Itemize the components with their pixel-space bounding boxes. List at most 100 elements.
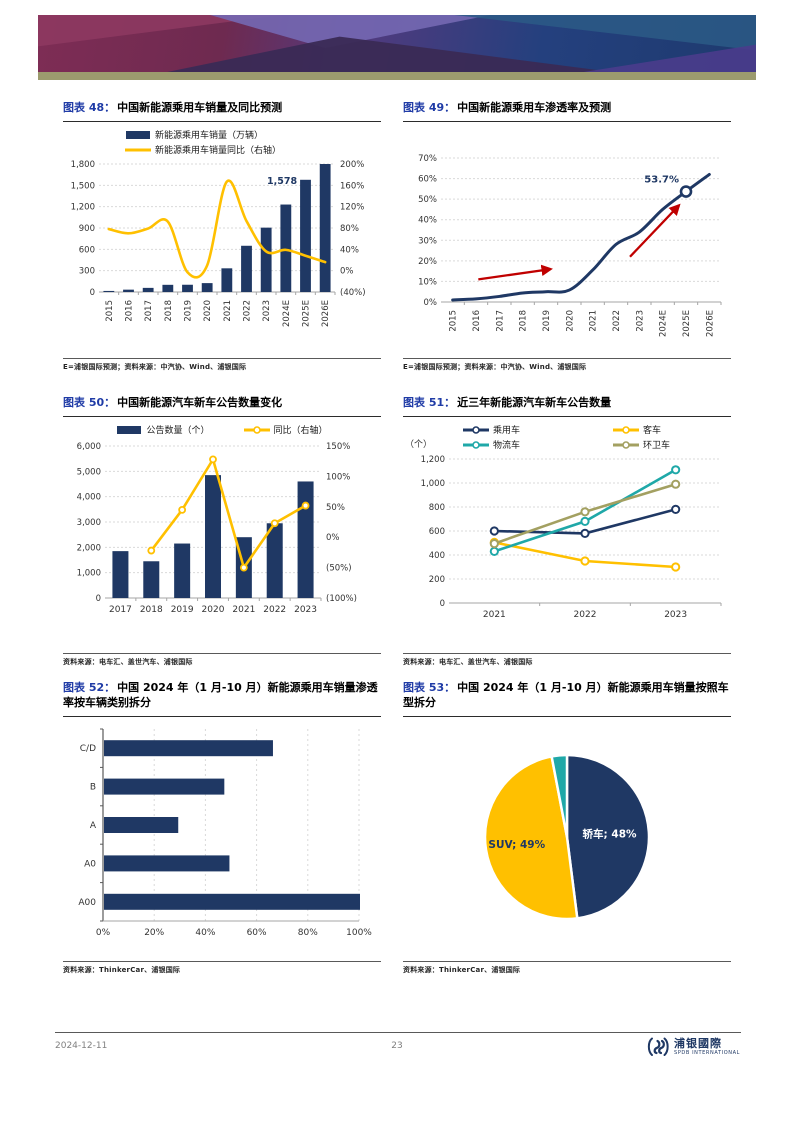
svg-text:0%: 0% [340,267,354,277]
footer-date: 2024-12-11 [55,1041,108,1051]
svg-text:A0: A0 [84,859,96,869]
svg-text:80%: 80% [340,224,359,234]
svg-text:900: 900 [79,224,95,234]
figure-50-footnote: 资料来源：电车汇、盖世汽车、浦银国际 [63,653,381,667]
svg-text:30%: 30% [418,236,437,246]
svg-text:60%: 60% [418,175,437,185]
svg-text:2023: 2023 [635,310,645,332]
svg-text:2026E: 2026E [321,300,331,327]
chart-53-pie-by-model: 轿车; 48% SUV; 49% [403,721,731,953]
chart-50-announcements: 0 1,000 2,000 3,000 4,000 5,000 6,000 (100%) (50… [63,440,381,624]
figure-52-label: 图表 52： [63,681,116,694]
svg-text:2016: 2016 [125,300,135,322]
svg-text:1,000: 1,000 [77,569,101,579]
figure-48-legend: 新能源乘用车销量（万辆） 新能源乘用车销量同比（右轴） [63,128,381,156]
svg-text:2025E: 2025E [682,310,692,337]
svg-text:2018: 2018 [164,300,174,322]
chart-52-penetration-by-class: 0% 20% 40% 60% 80% 100% C/D B A A0 A00 [63,721,381,959]
svg-text:2022: 2022 [243,300,253,322]
header-banner [38,15,756,72]
svg-text:2021: 2021 [483,610,506,620]
legend-label: 新能源乘用车销量同比（右轴） [155,146,282,156]
svg-text:20%: 20% [418,257,437,267]
divider [403,716,731,717]
svg-text:800: 800 [429,503,445,513]
svg-text:6,000: 6,000 [77,442,101,452]
svg-text:(50%): (50%) [326,564,352,574]
figure-49: 图表 49： 中国新能源乘用车渗透率及预测 0% 10% 20% 30% 40% 50% 60… [403,100,731,372]
svg-text:2020: 2020 [203,300,213,322]
figure-51: 图表 51： 近三年新能源汽车新车公告数量 （个） 乘用车 客车 物流车 环卫车 0 20… [403,395,731,667]
svg-text:2022: 2022 [612,310,622,332]
chart-51-by-vehicle-type: 0 200 400 600 800 1,000 1,200 2021 2022 2023 [403,453,731,631]
legend-item: 环卫车 [613,438,753,451]
legend-item: 公告数量（个） [116,423,210,436]
svg-text:B: B [90,783,96,793]
chart-svg: 轿车; 48% SUV; 49% [483,753,651,921]
svg-text:2021: 2021 [589,310,599,332]
chart-svg: 0 200 400 600 800 1,000 1,200 2021 2022 2023 [421,455,722,620]
legend-item: 乘用车 [463,423,613,436]
svg-text:(40%): (40%) [340,288,366,298]
figure-50-title: 图表 50： 中国新能源汽车新车公告数量变化 [63,396,283,409]
svg-text:10%: 10% [418,277,437,287]
svg-text:400: 400 [429,551,445,561]
svg-text:2019: 2019 [171,605,194,615]
svg-text:50%: 50% [418,195,437,205]
svg-text:2024E: 2024E [659,310,669,337]
svg-text:0: 0 [440,599,445,609]
svg-text:2015: 2015 [449,310,459,332]
divider [403,416,731,417]
svg-text:4,000: 4,000 [77,493,101,503]
chart-svg: 0 300 600 900 1,200 1,500 1,800 (40%) 0% 40% 80% 12… [71,160,366,327]
svg-text:2021: 2021 [223,300,233,322]
chart-51-unit-label: （个） [405,440,433,450]
legend-label: 乘用车 [493,426,521,436]
svg-text:2024E: 2024E [282,300,292,327]
brand-name: 浦银國際 [674,1037,723,1050]
svg-text:2017: 2017 [109,605,132,615]
svg-text:200: 200 [429,575,445,585]
svg-text:2023: 2023 [664,610,687,620]
figure-51-footnote: 资料来源：电车汇、盖世汽车、浦银国际 [403,653,731,667]
legend-label: 环卫车 [643,441,671,451]
svg-text:600: 600 [429,527,445,537]
legend-item: 新能源乘用车销量（万辆） [125,128,263,141]
figure-50-label: 图表 50： [63,396,116,409]
figure-52: 图表 52： 中国 2024 年（1 月-10 月）新能源乘用车销量渗透率按车辆类… [63,680,381,975]
svg-text:1,000: 1,000 [421,479,445,489]
svg-text:120%: 120% [340,203,364,213]
chart-48-sales-yoy: 0 300 600 900 1,200 1,500 1,800 (40%) 0% 40% 80% 12… [63,158,381,350]
svg-text:50%: 50% [326,503,345,513]
legend-label: 物流车 [493,441,521,451]
legend-item: 新能源乘用车销量同比（右轴） [125,143,281,156]
svg-text:0: 0 [90,288,95,298]
divider [403,121,731,122]
figure-52-title: 图表 52： 中国 2024 年（1 月-10 月）新能源乘用车销量渗透率按车辆类… [63,681,378,709]
legend-label: 公告数量（个） [146,426,210,436]
svg-text:A00: A00 [78,898,96,908]
chart-svg: 0% 10% 20% 30% 40% 50% 60% 70% 53.7% 2015 2016 2017… [418,154,722,337]
svg-text:2021: 2021 [232,605,255,615]
brand-subtitle: SPDB INTERNATIONAL [674,1050,740,1056]
svg-text:53.7%: 53.7% [644,175,679,186]
svg-text:2019: 2019 [184,300,194,322]
svg-text:100%: 100% [326,472,350,482]
svg-text:0%: 0% [424,298,438,308]
footer-page-number: 23 [391,1041,403,1051]
svg-text:2023: 2023 [262,300,272,322]
legend-label: 新能源乘用车销量（万辆） [155,131,264,141]
figure-48-title: 图表 48： 中国新能源乘用车销量及同比预测 [63,101,283,114]
svg-text:2017: 2017 [495,310,505,332]
svg-text:SUV; 49%: SUV; 49% [488,839,545,851]
figure-51-title: 图表 51： 近三年新能源汽车新车公告数量 [403,396,612,409]
svg-text:1,578: 1,578 [267,176,297,187]
svg-text:0%: 0% [326,533,340,543]
figure-49-label: 图表 49： [403,101,456,114]
svg-text:2025E: 2025E [302,300,312,327]
svg-text:2026E: 2026E [705,310,715,337]
legend-item: 物流车 [463,438,613,451]
svg-text:150%: 150% [326,442,350,452]
legend-item: 同比（右轴） [243,423,328,436]
svg-text:2020: 2020 [202,605,225,615]
